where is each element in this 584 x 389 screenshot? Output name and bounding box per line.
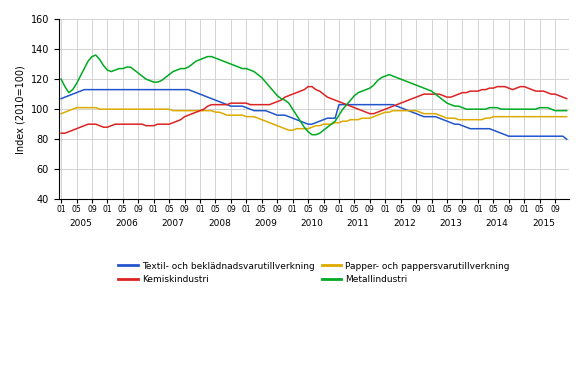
Line: Metallindustri: Metallindustri	[61, 55, 566, 135]
Line: Papper- och pappersvarutillverkning: Papper- och pappersvarutillverkning	[61, 108, 566, 130]
Line: Kemiskindustri: Kemiskindustri	[61, 87, 566, 133]
Papper- och pappersvarutillverkning	[73, 105, 80, 110]
Textil- och beklädnadsvarutillverkning	[471, 126, 478, 131]
Papper- och pappersvarutillverkning	[123, 107, 130, 112]
Legend: Textil- och beklädnadsvarutillverkning, Kemiskindustri, Papper- och pappersvarut: Textil- och beklädnadsvarutillverkning, …	[114, 258, 513, 288]
Metallindustri	[92, 53, 99, 58]
Y-axis label: Index (2010=100): Index (2010=100)	[15, 65, 25, 154]
Papper- och pappersvarutillverkning	[286, 128, 293, 133]
Metallindustri	[474, 107, 481, 112]
Kemiskindustri	[563, 96, 570, 101]
Textil- och beklädnadsvarutillverkning	[104, 87, 111, 92]
Metallindustri	[471, 107, 478, 112]
Papper- och pappersvarutillverkning	[58, 111, 65, 116]
Kemiskindustri	[58, 131, 65, 135]
Kemiskindustri	[119, 122, 126, 126]
Papper- och pappersvarutillverkning	[563, 114, 570, 119]
Kemiskindustri	[227, 101, 234, 105]
Kemiskindustri	[212, 102, 219, 107]
Kemiskindustri	[471, 89, 478, 93]
Metallindustri	[231, 63, 238, 68]
Metallindustri	[104, 68, 111, 72]
Papper- och pappersvarutillverkning	[471, 117, 478, 122]
Kemiskindustri	[305, 84, 312, 89]
Metallindustri	[58, 77, 65, 81]
Papper- och pappersvarutillverkning	[104, 107, 111, 112]
Papper- och pappersvarutillverkning	[216, 110, 223, 114]
Metallindustri	[308, 132, 315, 137]
Textil- och beklädnadsvarutillverkning	[467, 126, 474, 131]
Textil- och beklädnadsvarutillverkning	[216, 99, 223, 104]
Metallindustri	[216, 57, 223, 62]
Textil- och beklädnadsvarutillverkning	[563, 137, 570, 142]
Metallindustri	[123, 65, 130, 69]
Textil- och beklädnadsvarutillverkning	[231, 104, 238, 109]
Line: Textil- och beklädnadsvarutillverkning: Textil- och beklädnadsvarutillverkning	[61, 89, 566, 139]
Metallindustri	[563, 108, 570, 113]
Textil- och beklädnadsvarutillverkning	[123, 87, 130, 92]
Textil- och beklädnadsvarutillverkning	[81, 87, 88, 92]
Papper- och pappersvarutillverkning	[231, 113, 238, 117]
Kemiskindustri	[100, 125, 107, 130]
Textil- och beklädnadsvarutillverkning	[58, 96, 65, 101]
Kemiskindustri	[467, 89, 474, 93]
Papper- och pappersvarutillverkning	[474, 117, 481, 122]
